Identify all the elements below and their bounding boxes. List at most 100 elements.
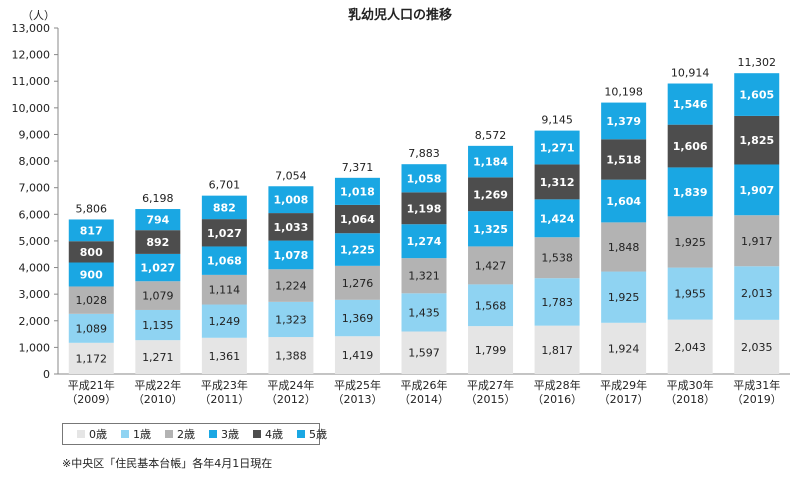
legend-item-0歳: 0歳 bbox=[77, 426, 107, 442]
bar-segment-5歳 bbox=[667, 83, 713, 125]
y-tick-label: 10,000 bbox=[12, 102, 51, 115]
bar-segment-1歳 bbox=[334, 299, 380, 337]
data-label: 1,419 bbox=[342, 349, 374, 362]
source-note: ※中央区「住民基本台帳」各年4月1日現在 bbox=[62, 457, 273, 470]
data-label: 1,361 bbox=[209, 350, 241, 363]
legend-swatch bbox=[121, 430, 129, 438]
bar-segment-0歳 bbox=[601, 322, 647, 374]
y-axis-unit: （人） bbox=[22, 9, 55, 22]
data-label: 794 bbox=[146, 214, 169, 227]
legend-item-5歳: 5歳 bbox=[297, 426, 327, 442]
bar-segment-4歳 bbox=[135, 230, 181, 254]
data-label: 2,043 bbox=[674, 341, 706, 354]
bar-segment-2歳 bbox=[334, 265, 380, 300]
bar-segment-5歳 bbox=[534, 130, 580, 165]
data-label: 1,198 bbox=[407, 202, 442, 215]
bar-segment-3歳 bbox=[667, 167, 713, 217]
data-label: 1,274 bbox=[407, 235, 442, 248]
y-tick-label: 4,000 bbox=[19, 262, 51, 275]
bar-segment-5歳 bbox=[334, 177, 380, 205]
y-tick-label: 0 bbox=[43, 368, 50, 381]
bar-segment-3歳 bbox=[401, 224, 447, 259]
bar-segment-1歳 bbox=[201, 304, 247, 338]
data-label: 1,184 bbox=[473, 156, 508, 169]
y-tick-label: 3,000 bbox=[19, 288, 51, 301]
legend-item-1歳: 1歳 bbox=[121, 426, 151, 442]
bar-segment-1歳 bbox=[268, 301, 314, 338]
data-label: 1,369 bbox=[342, 312, 374, 325]
data-label: 1,799 bbox=[475, 344, 507, 357]
data-label: 882 bbox=[213, 201, 236, 214]
x-tick-label-year: （2016） bbox=[532, 393, 582, 406]
data-label: 1,018 bbox=[340, 185, 375, 198]
bar-segment-3歳 bbox=[601, 179, 647, 223]
bar-segment-1歳 bbox=[468, 284, 514, 327]
x-tick-label-year: （2009） bbox=[66, 393, 116, 406]
data-label: 1,825 bbox=[739, 134, 774, 147]
data-label: 1,312 bbox=[540, 176, 575, 189]
total-label: 5,806 bbox=[76, 202, 108, 215]
y-tick-label: 8,000 bbox=[19, 155, 51, 168]
bar-segment-1歳 bbox=[667, 267, 713, 320]
bar-segment-2歳 bbox=[68, 286, 114, 314]
total-label: 10,914 bbox=[671, 67, 710, 80]
bar-segment-0歳 bbox=[468, 326, 514, 374]
data-label: 1,518 bbox=[606, 153, 641, 166]
total-label: 6,701 bbox=[209, 179, 241, 192]
data-label: 1,028 bbox=[76, 294, 108, 307]
bar-segment-2歳 bbox=[734, 215, 780, 267]
x-tick-label-year: （2011） bbox=[199, 393, 249, 406]
data-label: 1,269 bbox=[473, 188, 508, 201]
y-tick-label: 2,000 bbox=[19, 315, 51, 328]
data-label: 1,172 bbox=[76, 352, 108, 365]
data-label: 1,605 bbox=[739, 89, 774, 102]
data-label: 1,276 bbox=[342, 277, 374, 290]
x-tick-label-year: （2015） bbox=[466, 393, 516, 406]
data-label: 1,008 bbox=[274, 194, 309, 207]
data-label: 1,388 bbox=[275, 350, 307, 363]
data-label: 1,538 bbox=[541, 252, 573, 265]
y-tick-label: 7,000 bbox=[19, 182, 51, 195]
total-label: 6,198 bbox=[142, 192, 174, 205]
bar-segment-1歳 bbox=[534, 278, 580, 326]
total-label: 7,883 bbox=[408, 147, 440, 160]
bar-segment-0歳 bbox=[667, 319, 713, 374]
data-label: 817 bbox=[80, 224, 103, 237]
data-label: 892 bbox=[146, 236, 169, 249]
total-label: 7,371 bbox=[342, 161, 374, 174]
bar-segment-0歳 bbox=[201, 337, 247, 374]
legend-swatch bbox=[77, 430, 85, 438]
bar-segment-1歳 bbox=[135, 309, 181, 341]
bar-segment-0歳 bbox=[734, 319, 780, 374]
bar-segment-4歳 bbox=[468, 177, 514, 212]
bar-segment-1歳 bbox=[601, 271, 647, 323]
bar-segment-4歳 bbox=[734, 115, 780, 165]
legend-label: 2歳 bbox=[177, 428, 195, 441]
legend-swatch bbox=[253, 430, 261, 438]
bar-segment-2歳 bbox=[667, 216, 713, 268]
x-tick-label-era: 平成23年 bbox=[201, 378, 248, 392]
bar-segment-1歳 bbox=[734, 266, 780, 320]
bar-segment-3歳 bbox=[201, 246, 247, 275]
x-tick-label-era: 平成26年 bbox=[401, 378, 448, 392]
total-label: 10,198 bbox=[604, 86, 643, 99]
data-label: 1,925 bbox=[674, 236, 706, 249]
legend-label: 5歳 bbox=[309, 428, 327, 441]
bar-segment-4歳 bbox=[201, 219, 247, 247]
y-tick-label: 9,000 bbox=[19, 128, 51, 141]
bar-segment-5歳 bbox=[601, 102, 647, 140]
legend-label: 1歳 bbox=[133, 428, 151, 441]
x-tick-label-era: 平成29年 bbox=[600, 378, 647, 392]
x-tick-label-year: （2017） bbox=[599, 393, 649, 406]
data-label: 1,323 bbox=[275, 313, 307, 326]
y-tick-label: 11,000 bbox=[12, 75, 51, 88]
data-label: 1,135 bbox=[142, 319, 174, 332]
legend-swatch bbox=[297, 430, 305, 438]
data-label: 1,848 bbox=[608, 241, 640, 254]
bar-segment-4歳 bbox=[334, 204, 380, 234]
x-tick-label-era: 平成30年 bbox=[667, 378, 714, 392]
x-tick-label-year: （2010） bbox=[133, 393, 183, 406]
x-tick-label-year: （2013） bbox=[332, 393, 382, 406]
bar-segment-5歳 bbox=[468, 145, 514, 178]
total-label: 9,145 bbox=[541, 114, 573, 127]
